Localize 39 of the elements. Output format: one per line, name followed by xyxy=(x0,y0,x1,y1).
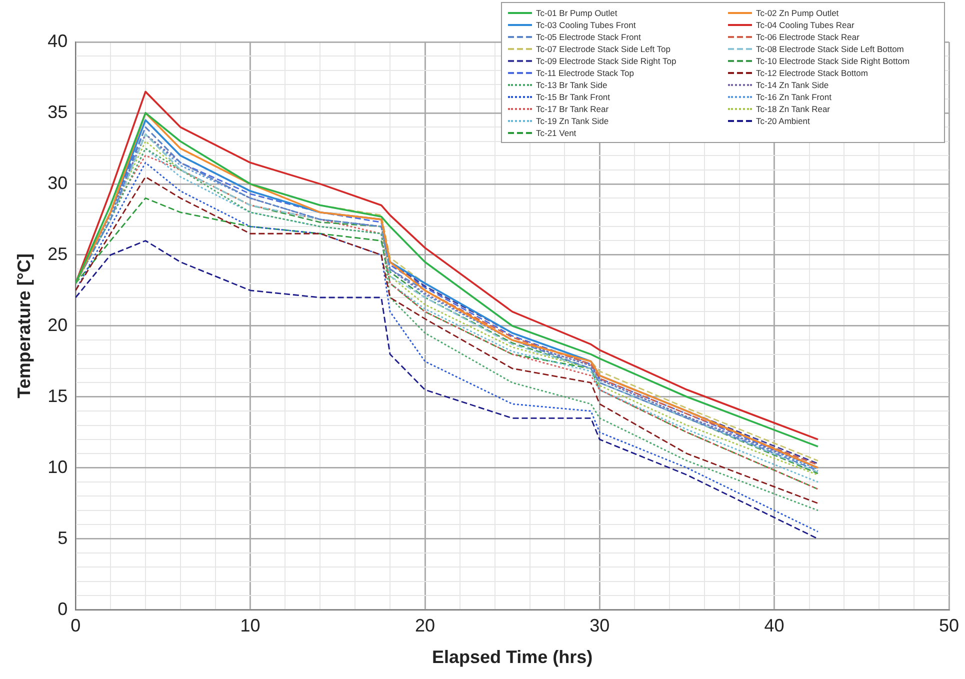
legend-label: Tc-04 Cooling Tubes Rear xyxy=(756,20,854,30)
y-tick-label: 5 xyxy=(58,528,68,548)
x-tick-label: 20 xyxy=(414,616,435,636)
legend-label: Tc-12 Electrode Stack Bottom xyxy=(756,68,868,78)
legend-label: Tc-21 Vent xyxy=(536,128,576,138)
legend-label: Tc-19 Zn Tank Side xyxy=(536,116,609,126)
legend-label: Tc-07 Electrode Stack Side Left Top xyxy=(536,44,671,54)
legend-label: Tc-02 Zn Pump Outlet xyxy=(756,8,839,18)
x-tick-label: 50 xyxy=(938,616,960,636)
y-tick-label: 25 xyxy=(48,244,68,264)
y-tick-label: 10 xyxy=(48,456,68,477)
legend-label: Tc-18 Zn Tank Rear xyxy=(756,104,830,114)
legend-label: Tc-13 Br Tank Side xyxy=(536,80,608,90)
y-tick-label: 35 xyxy=(48,102,68,122)
legend-label: Tc-08 Electrode Stack Side Left Bottom xyxy=(756,44,904,54)
y-tick-label: 20 xyxy=(48,314,68,335)
legend-label: Tc-06 Electrode Stack Rear xyxy=(756,32,860,42)
line-series xyxy=(76,240,819,540)
x-tick-label: 40 xyxy=(764,616,784,636)
legend-label: Tc-16 Zn Tank Front xyxy=(756,92,832,102)
legend-label: Tc-09 Electrode Stack Side Right Top xyxy=(536,56,676,66)
x-tick-label: 10 xyxy=(240,616,260,636)
legend-label: Tc-01 Br Pump Outlet xyxy=(536,8,618,18)
y-tick-label: 30 xyxy=(48,172,68,193)
x-tick-label: 30 xyxy=(590,616,610,636)
legend-label: Tc-03 Cooling Tubes Front xyxy=(536,20,636,30)
legend-label: Tc-10 Electrode Stack Side Right Bottom xyxy=(756,56,910,66)
y-tick-label: 15 xyxy=(48,386,68,406)
y-tick-label: 0 xyxy=(58,598,68,619)
legend-label: Tc-17 Br Tank Rear xyxy=(536,104,609,114)
legend-label: Tc-20 Ambient xyxy=(756,116,810,126)
legend-label: Tc-15 Br Tank Front xyxy=(536,92,610,102)
legend-label: Tc-14 Zn Tank Side xyxy=(756,80,829,90)
x-axis-title: Elapsed Time (hrs) xyxy=(432,647,593,668)
y-tick-label: 40 xyxy=(48,30,68,51)
x-tick-label: 0 xyxy=(70,616,81,636)
legend-label: Tc-11 Electrode Stack Top xyxy=(536,68,634,78)
legend-label: Tc-05 Electrode Stack Front xyxy=(536,32,641,42)
y-axis-title: Temperature [°C] xyxy=(14,253,34,398)
